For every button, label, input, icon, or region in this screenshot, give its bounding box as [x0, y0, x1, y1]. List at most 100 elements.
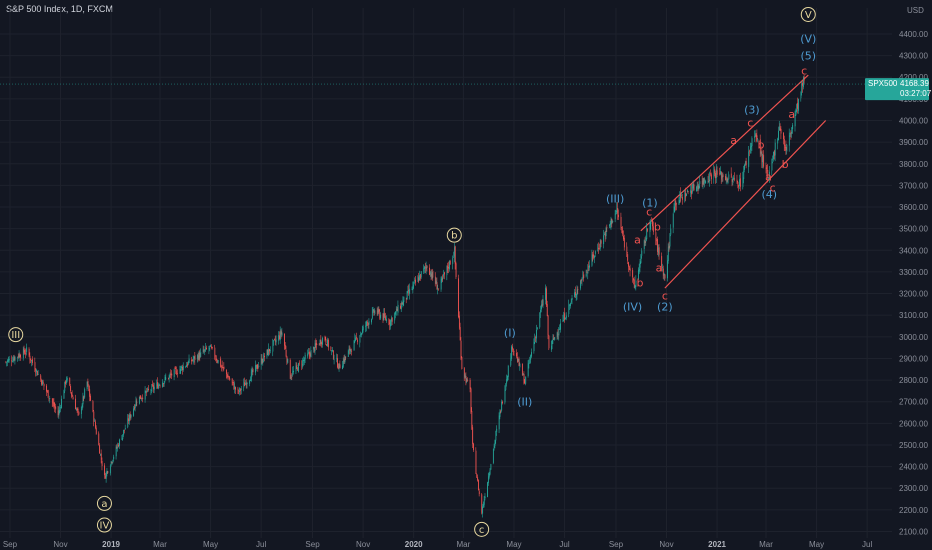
candle-body: [338, 363, 340, 368]
candle-body: [168, 377, 169, 380]
candle-body: [698, 185, 700, 189]
candle-body: [336, 358, 338, 359]
candle-body: [322, 337, 324, 345]
wave-label-blue: (5): [800, 50, 816, 63]
candle-body: [582, 275, 584, 279]
candle-body: [414, 280, 416, 282]
candle-body: [506, 379, 508, 384]
candle-body: [600, 240, 602, 244]
candle-body: [289, 359, 291, 379]
candle-body: [495, 433, 497, 441]
candle-body: [382, 313, 384, 320]
wave-label-red: c: [646, 205, 652, 218]
candle-body: [359, 336, 361, 343]
candle-body: [101, 460, 103, 467]
candle-body: [342, 359, 344, 367]
candle-body: [376, 310, 378, 315]
candle-body: [383, 313, 385, 321]
candle-body: [231, 378, 233, 383]
candle-body: [467, 380, 469, 381]
candle-body: [118, 444, 120, 447]
candle-body: [338, 366, 339, 369]
candle-body: [285, 349, 287, 356]
candle-body: [554, 337, 556, 340]
candle-body: [790, 132, 792, 134]
candle-body: [181, 366, 183, 368]
candle-body: [510, 358, 512, 366]
candle-body: [727, 179, 729, 184]
candle-body: [123, 429, 125, 435]
time-axis[interactable]: [0, 538, 932, 550]
candle-body: [18, 355, 19, 358]
candle-body: [252, 368, 254, 373]
wave-circle: [800, 6, 816, 22]
y-tick-label: 2100.00: [899, 528, 928, 537]
y-tick-label: 3200.00: [899, 290, 928, 299]
candle-body: [681, 195, 683, 196]
wave-label-blue: (III): [606, 192, 624, 205]
wave-label-red: b: [654, 220, 661, 233]
candle-body: [310, 350, 312, 358]
candle-body: [585, 273, 587, 277]
candle-body: [656, 239, 658, 241]
y-tick-label: 3300.00: [899, 268, 928, 277]
wave-label-blue: (IV): [623, 301, 642, 314]
candle-body: [110, 461, 112, 466]
candle-body: [412, 284, 414, 289]
candle-body: [353, 340, 355, 351]
candle-body: [408, 289, 410, 293]
candle-body: [34, 362, 36, 371]
candle-body: [628, 262, 629, 267]
candle-body: [622, 230, 624, 235]
wave-label-red: a: [656, 262, 663, 275]
candle-body: [599, 240, 601, 249]
candle-body: [802, 82, 804, 86]
candle-body: [298, 363, 300, 372]
candle-body: [95, 427, 97, 434]
candle-body: [541, 304, 542, 310]
candle-body: [177, 373, 178, 374]
candle-body: [104, 465, 106, 476]
channel-line[interactable]: [640, 74, 809, 232]
candle-body: [348, 348, 350, 351]
wave-label-blue: (I): [504, 326, 516, 339]
candle-body: [76, 408, 77, 410]
candle-body: [576, 289, 578, 296]
candle-body: [789, 133, 791, 135]
candle-body: [391, 318, 392, 322]
candle-body: [673, 206, 675, 213]
candle-body: [490, 464, 492, 470]
candle-body: [150, 390, 152, 391]
candle-body: [447, 265, 449, 269]
candle-body: [478, 491, 480, 495]
candle-body: [291, 375, 293, 377]
candle-body: [226, 369, 227, 375]
candle-body: [333, 350, 334, 359]
candle-body: [309, 353, 311, 357]
candle-body: [255, 365, 256, 373]
candle-body: [314, 343, 316, 351]
wave-label-blue: (2): [657, 301, 673, 314]
candle-body: [699, 181, 701, 185]
candle-body: [257, 367, 259, 369]
candle-body: [785, 147, 787, 151]
candle-body: [272, 341, 274, 352]
candle-body: [599, 248, 600, 249]
wave-label-circle: IV: [100, 521, 110, 532]
candle-body: [8, 358, 10, 361]
candle-body: [113, 456, 115, 460]
candle-body: [333, 359, 335, 361]
candle-body: [502, 401, 503, 404]
candle-body: [134, 405, 136, 408]
candle-body: [61, 398, 62, 408]
candle-body: [667, 247, 669, 261]
channel-line[interactable]: [664, 120, 827, 289]
candle-body: [55, 406, 57, 410]
wave-label-circle: a: [101, 499, 107, 510]
candle-body: [260, 358, 262, 365]
candle-body: [778, 130, 779, 141]
candle-body: [163, 383, 164, 385]
candle-body: [517, 357, 518, 363]
candle-body: [384, 312, 386, 317]
